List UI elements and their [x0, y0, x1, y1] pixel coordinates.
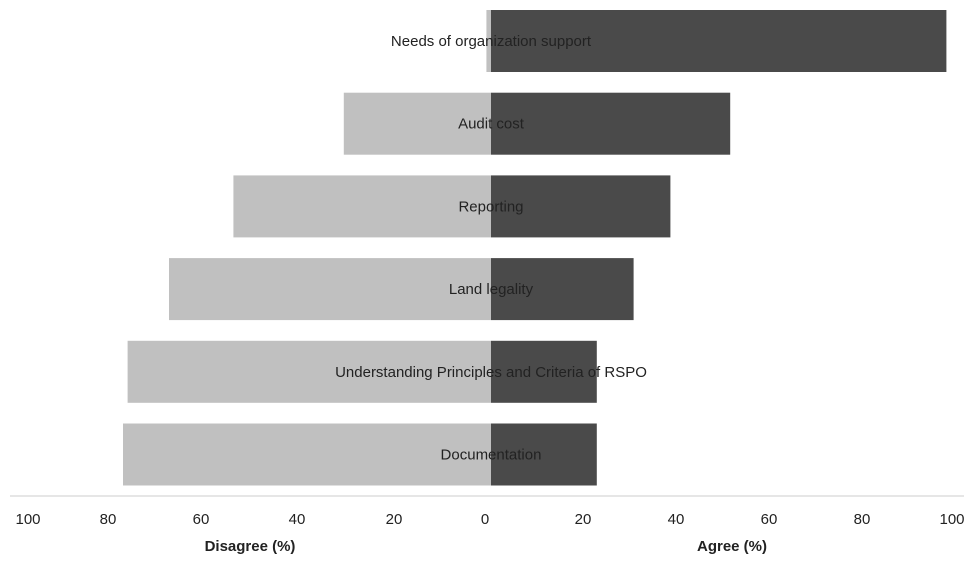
- category-label-understanding-principles-and-criteria-of-rspo: Understanding Principles and Criteria of…: [335, 364, 647, 381]
- x-tick-disagree-80: 80: [100, 511, 117, 528]
- category-label-audit-cost: Audit cost: [458, 116, 525, 133]
- bar-disagree-reporting: [233, 175, 491, 238]
- bar-agree-reporting: [491, 175, 671, 238]
- x-tick-agree-40: 40: [668, 511, 685, 528]
- x-tick-agree-20: 20: [575, 511, 592, 528]
- bar-agree-audit-cost: [491, 92, 731, 155]
- x-axis-title-agree: Agree (%): [697, 538, 767, 555]
- x-tick-disagree-60: 60: [193, 511, 210, 528]
- x-tick-labels: 100 80 60 40 20 0 20 40 60 80 100: [15, 511, 964, 528]
- x-tick-disagree-100: 100: [15, 511, 40, 528]
- category-label-reporting: Reporting: [458, 198, 523, 215]
- category-labels: Needs of organization support Audit cost R…: [335, 33, 647, 464]
- x-tick-agree-100: 100: [939, 511, 964, 528]
- x-tick-disagree-0: 0: [481, 511, 489, 528]
- bar-disagree-land-legality: [169, 258, 491, 321]
- x-axis-title-disagree: Disagree (%): [205, 538, 296, 555]
- x-tick-agree-60: 60: [761, 511, 778, 528]
- bars-group: [123, 10, 947, 486]
- bar-agree-documentation: [491, 423, 597, 486]
- x-tick-agree-80: 80: [854, 511, 871, 528]
- bar-disagree-understanding-principles-and-criteria-of-rspo: [127, 340, 491, 403]
- bar-disagree-documentation: [123, 423, 491, 486]
- category-label-needs-of-organization-support: Needs of organization support: [391, 33, 592, 50]
- bar-agree-land-legality: [491, 258, 634, 321]
- bar-agree-needs-of-organization-support: [491, 10, 947, 72]
- category-label-documentation: Documentation: [441, 447, 542, 464]
- x-tick-disagree-40: 40: [289, 511, 306, 528]
- bar-agree-understanding-principles-and-criteria-of-rspo: [491, 340, 597, 403]
- category-label-land-legality: Land legality: [449, 281, 534, 298]
- bar-disagree-needs-of-organization-support: [486, 10, 491, 72]
- bar-disagree-audit-cost: [343, 92, 491, 155]
- x-tick-disagree-20: 20: [386, 511, 403, 528]
